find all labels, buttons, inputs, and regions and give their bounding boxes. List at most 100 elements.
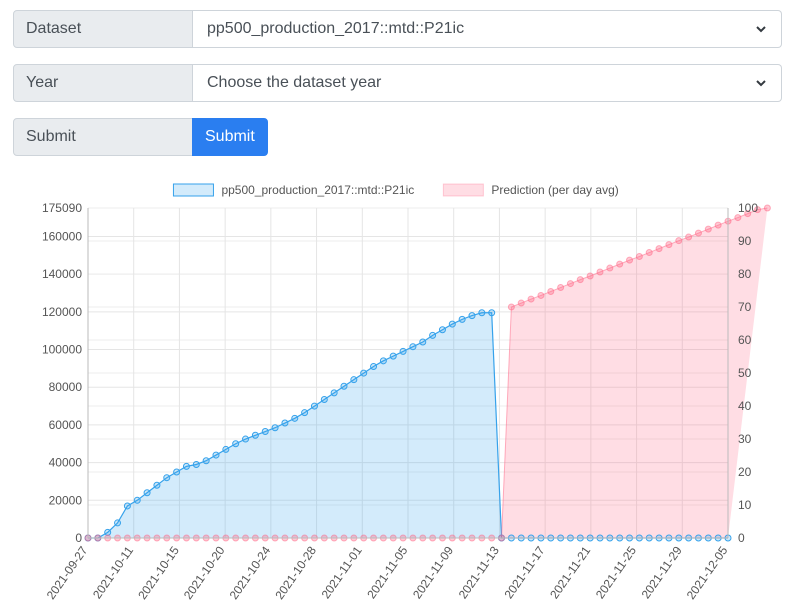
data-point-prediction (665, 241, 673, 249)
legend-label-prediction: Prediction (per day avg) (491, 183, 618, 197)
data-point-production (330, 389, 338, 397)
chart-legend: pp500_production_2017::mtd::P21ic Predict… (172, 183, 619, 197)
data-point-production (182, 462, 190, 470)
x-tick-label: 2021-10-11 (90, 543, 136, 601)
y-left-tick-label: 160000 (42, 229, 82, 243)
data-point-prediction (586, 272, 594, 280)
data-point-prediction (576, 276, 584, 284)
data-point-production (291, 414, 299, 422)
year-select-value: Choose the dataset year (207, 74, 382, 91)
data-point-production (261, 428, 269, 436)
data-point-production (419, 338, 427, 346)
data-point-prediction (754, 206, 762, 214)
x-tick-label: 2021-10-20 (181, 543, 228, 602)
data-point-production (251, 431, 259, 439)
data-point-production (133, 496, 141, 504)
year-select[interactable]: Choose the dataset year (193, 64, 782, 102)
y-left-tick-label: 80000 (49, 380, 83, 394)
submit-button[interactable]: Submit (192, 118, 268, 156)
y-left-tick-label: 100000 (42, 343, 82, 357)
data-point-production (114, 519, 122, 527)
data-point-prediction (616, 260, 624, 268)
data-point-production (212, 451, 220, 459)
y-left-tick-label: 60000 (49, 418, 83, 432)
x-tick-label: 2021-11-25 (593, 543, 639, 601)
data-point-production (379, 357, 387, 365)
x-tick-label: 2021-11-21 (547, 543, 593, 601)
data-point-prediction (675, 237, 683, 245)
dataset-select[interactable]: pp500_production_2017::mtd::P21ic (193, 10, 782, 48)
x-tick-label: 2021-10-28 (272, 543, 319, 602)
series-area-prediction (88, 208, 768, 538)
data-point-prediction (645, 249, 653, 257)
data-point-prediction (596, 268, 604, 276)
year-label: Year (13, 64, 193, 102)
chevron-down-icon (756, 26, 766, 33)
data-point-production (123, 502, 131, 510)
production-chart: pp500_production_2017::mtd::P21ic Predict… (42, 183, 771, 602)
data-point-production (478, 309, 486, 317)
data-point-production (271, 424, 279, 432)
year-row: Year Choose the dataset year (13, 64, 782, 102)
x-tick-label: 2021-12-05 (684, 543, 731, 602)
data-point-prediction (606, 264, 614, 272)
data-point-prediction (635, 253, 643, 261)
data-point-prediction (694, 229, 702, 237)
x-tick-label: 2021-11-01 (319, 543, 365, 601)
x-tick-label: 2021-11-05 (364, 543, 410, 601)
data-point-prediction (685, 233, 693, 241)
x-tick-label: 2021-11-13 (456, 543, 502, 601)
dataset-row: Dataset pp500_production_2017::mtd::P21i… (13, 10, 782, 48)
y-right-tick-label: 40 (738, 399, 752, 413)
submit-label: Submit (13, 118, 193, 156)
data-point-prediction (763, 204, 771, 212)
x-tick-label: 2021-11-29 (639, 543, 685, 601)
data-point-production (173, 468, 181, 476)
data-point-production (409, 343, 417, 351)
data-point-prediction (507, 303, 515, 311)
y-right-tick-label: 50 (738, 366, 752, 380)
legend-label-production: pp500_production_2017::mtd::P21ic (221, 183, 414, 197)
x-tick-label: 2021-09-27 (44, 543, 91, 602)
series-area-production (88, 312, 728, 538)
y-left-tick-label: 40000 (49, 456, 83, 470)
data-point-production (360, 369, 368, 377)
data-point-production (320, 395, 328, 403)
data-point-production (301, 409, 309, 417)
data-point-production (458, 315, 466, 323)
data-point-prediction (655, 245, 663, 253)
data-point-production (242, 435, 250, 443)
data-point-production (202, 457, 210, 465)
x-tick-label: 2021-11-17 (501, 543, 547, 601)
x-tick-label: 2021-11-09 (410, 543, 456, 601)
data-point-prediction (734, 214, 742, 222)
y-right-tick-label: 60 (738, 333, 752, 347)
data-point-production (153, 481, 161, 489)
y-left-tick-label: 0 (75, 531, 82, 545)
data-point-prediction (566, 280, 574, 288)
data-point-production (104, 528, 112, 536)
data-point-production (389, 352, 397, 360)
data-point-prediction (517, 299, 525, 307)
dataset-select-value: pp500_production_2017::mtd::P21ic (207, 20, 465, 37)
data-point-prediction (744, 210, 752, 218)
data-point-production (222, 445, 230, 453)
data-point-production (468, 312, 476, 320)
y-right-tick-label: 0 (738, 531, 745, 545)
dataset-label: Dataset (13, 10, 193, 48)
data-point-prediction (527, 295, 535, 303)
x-tick-label: 2021-10-24 (227, 543, 274, 602)
chart-points (84, 204, 771, 542)
y-right-tick-label: 20 (738, 465, 752, 479)
y-right-tick-label: 70 (738, 300, 752, 314)
data-point-prediction (557, 284, 565, 292)
y-left-tick-label: 140000 (42, 267, 82, 281)
data-point-production (448, 320, 456, 328)
data-point-prediction (626, 256, 634, 264)
data-point-production (350, 376, 358, 384)
data-point-production (488, 309, 496, 317)
data-point-production (438, 326, 446, 334)
x-tick-label: 2021-10-15 (135, 543, 182, 602)
data-point-production (281, 419, 289, 427)
legend-swatch-prediction (442, 183, 484, 197)
